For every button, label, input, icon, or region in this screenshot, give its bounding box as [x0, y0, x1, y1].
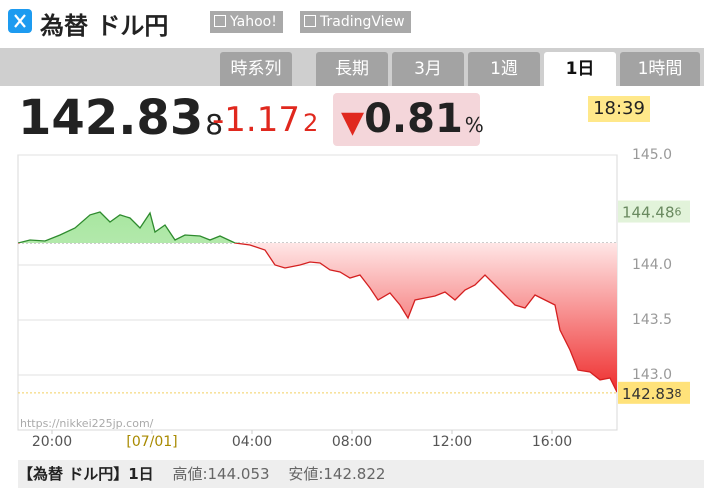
tab[interactable]: 長期 [316, 52, 388, 86]
price-main: 142.83 [18, 90, 204, 146]
line-down [18, 243, 617, 393]
tab[interactable]: 1時間 [620, 52, 700, 86]
tab[interactable]: 時系列 [220, 52, 292, 86]
price-label: 142.838 [622, 384, 682, 402]
footer-high: 高値:144.053 [172, 465, 270, 483]
x-tick-label: 08:00 [332, 434, 372, 450]
area-up [18, 212, 617, 243]
price-label-box [618, 381, 690, 404]
x-tick-label: 16:00 [532, 434, 572, 450]
watermark: https://nikkei225jp.com/ [20, 417, 154, 430]
y-tick-label: 144.0 [632, 257, 672, 273]
line-up [18, 211, 240, 243]
x-tick-label: [07/01] [126, 434, 177, 450]
link-button[interactable]: TradingView [300, 11, 411, 33]
page-title: 為替 ドル円 [40, 12, 169, 40]
price-label-main: 142.83 [622, 384, 675, 402]
price: 142.838 [18, 90, 223, 150]
tab[interactable]: 3月 [392, 52, 464, 86]
percent-value: 0.81 [364, 96, 463, 142]
price-label-sub: 6 [675, 206, 682, 219]
change: -1.17 2 [212, 100, 318, 140]
x-glyph [14, 14, 26, 28]
percent-unit: % [464, 113, 484, 137]
link-label: TradingView [320, 14, 405, 30]
price-sub: 8 [205, 108, 224, 141]
x-tick-label: 12:00 [432, 434, 472, 450]
change-main: -1.17 [212, 100, 300, 140]
tab[interactable]: 1週 [468, 52, 540, 86]
footer-title: 【為替 ドル円】1日 [18, 465, 154, 483]
area-down [18, 243, 617, 393]
change-sub: 2 [302, 109, 319, 137]
percent-box: ▼0.81% [333, 93, 484, 146]
y-tick-label: 143.0 [632, 367, 672, 383]
price-label-main: 144.48 [622, 203, 675, 221]
time: 18:39 [588, 96, 650, 122]
price-label: 144.486 [622, 203, 682, 221]
footer: 【為替 ドル円】1日 高値:144.053 安値:142.822 [18, 460, 704, 488]
footer-low: 安値:142.822 [288, 465, 386, 483]
price-label-box [618, 200, 690, 223]
x-icon[interactable] [8, 9, 32, 33]
y-tick-label: 143.5 [632, 312, 672, 328]
price-label-sub: 8 [675, 387, 682, 400]
down-arrow: ▼ [341, 105, 365, 140]
x-tick-label: 20:00 [32, 434, 72, 450]
link-label: Yahoo! [230, 14, 277, 30]
x-tick-label: 04:00 [232, 434, 272, 450]
y-tick-label: 145.0 [632, 147, 672, 163]
link-button[interactable]: Yahoo! [210, 11, 283, 33]
tab[interactable]: 1日 [544, 52, 616, 86]
